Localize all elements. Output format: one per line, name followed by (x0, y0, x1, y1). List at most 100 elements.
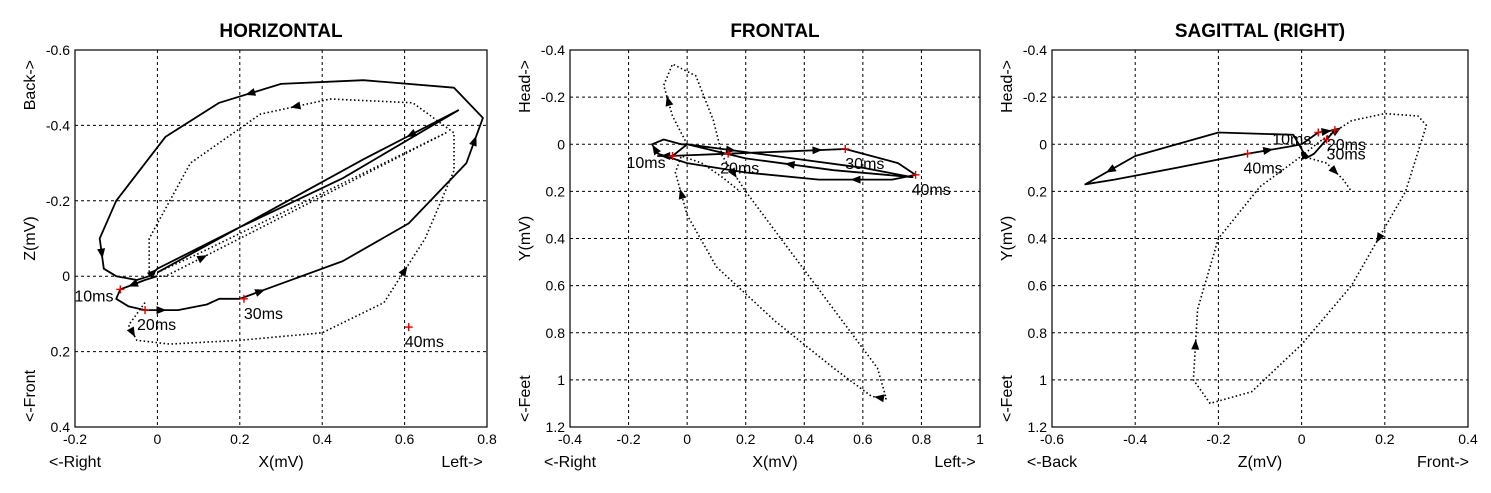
time-marker-label: 20ms (720, 161, 759, 178)
y-tick-label: 0.6 (546, 278, 566, 294)
chart-panel-2: -0.6 -0.4 -0.2 0 0.2 0.4 -0.4 -0.2 0 0.2 0.4 0.6 0.8… (999, 21, 1478, 471)
x-tick-label: 0 (1298, 431, 1306, 447)
x-tick-label: 1 (976, 431, 984, 447)
chart-panel-0: -0.2 0 0.2 0.4 0.6 0.8 -0.6 -0.4 -0.2 0 0.2 0.4 HORI… (22, 21, 497, 471)
time-marker-label: 40ms (405, 334, 444, 351)
y-tick-label: 0.8 (1028, 325, 1048, 341)
y-top-direction-label: Back-> (22, 60, 39, 110)
direction-arrowhead (126, 326, 136, 338)
direction-arrowhead (1376, 232, 1385, 243)
y-tick-label: 0.4 (1028, 231, 1048, 247)
direction-arrowhead (727, 167, 737, 178)
x-high-direction-label: Left-> (441, 454, 482, 471)
direction-arrowhead (678, 188, 687, 200)
series-line-1-dotted (127, 98, 455, 345)
y-tick-label: 0.4 (546, 231, 566, 247)
time-marker-label: 10ms (74, 288, 113, 305)
y-tick-label: 0.4 (51, 419, 71, 435)
direction-arrowhead (1301, 149, 1310, 160)
direction-arrowhead (812, 146, 823, 155)
time-marker-label: 30ms (1327, 147, 1366, 164)
plot-frame (569, 49, 981, 428)
series-line-1-dotted (1192, 112, 1428, 405)
x-tick-label: 0.2 (1375, 431, 1395, 447)
series-line-0-solid (651, 138, 917, 181)
x-tick-label: 0.8 (477, 431, 497, 447)
y-top-direction-label: Head-> (999, 60, 1016, 113)
x-axis-label: Z(mV) (1238, 454, 1282, 471)
x-tick-label: 0.4 (795, 431, 815, 447)
y-tick-label: -0.4 (541, 42, 565, 58)
plot-frame (74, 49, 488, 428)
x-tick-label: 0.6 (395, 431, 415, 447)
direction-arrowhead (652, 144, 661, 156)
y-tick-label: 0.8 (546, 325, 566, 341)
x-tick-label: 0 (154, 431, 162, 447)
direction-arrowhead (1191, 339, 1200, 350)
y-tick-label: 0.6 (1028, 278, 1048, 294)
y-tick-label: -0.2 (46, 193, 70, 209)
chart-title: FRONTAL (730, 21, 820, 42)
x-tick-label: -0.2 (1206, 431, 1230, 447)
time-marker-label: 30ms (845, 156, 884, 173)
y-tick-label: 0.2 (1028, 183, 1048, 199)
direction-arrowhead (97, 248, 106, 259)
y-axis-label: Y(mV) (999, 216, 1016, 261)
x-tick-label: -0.4 (1123, 431, 1147, 447)
direction-arrowhead (874, 394, 885, 403)
direction-arrowhead (254, 289, 266, 297)
y-axis-label: Z(mV) (22, 216, 39, 260)
time-marker-label: 40ms (912, 182, 951, 199)
plot-frame (1051, 49, 1469, 428)
direction-arrowhead (156, 306, 167, 315)
x-high-direction-label: Left-> (934, 454, 975, 471)
x-tick-label: 0 (683, 431, 691, 447)
y-tick-label: 1 (557, 372, 565, 388)
direction-arrowhead (784, 160, 796, 169)
time-marker-label: 10ms (1272, 131, 1311, 148)
y-tick-label: 1.2 (546, 419, 566, 435)
time-marker-label: 40ms (1244, 161, 1283, 178)
y-tick-label: 0.2 (546, 183, 566, 199)
chart-title: SAGITTAL (RIGHT) (1175, 21, 1345, 42)
x-axis-label: X(mV) (258, 454, 303, 471)
y-tick-label: 1 (1039, 372, 1047, 388)
x-tick-label: -0.6 (1040, 431, 1064, 447)
time-marker-label: 10ms (627, 155, 666, 172)
y-tick-label: -0.4 (1023, 42, 1047, 58)
x-tick-label: 0.6 (853, 431, 873, 447)
series-line-1-dotted (662, 63, 888, 400)
direction-arrowhead (850, 175, 861, 184)
direction-arrowhead (1105, 164, 1117, 173)
y-tick-label: -0.2 (541, 89, 565, 105)
direction-arrowhead (398, 266, 408, 277)
y-axis-label: Y(mV) (517, 216, 534, 261)
y-tick-label: 1.2 (1028, 419, 1048, 435)
direction-arrowhead (146, 269, 157, 279)
time-marker-label: 30ms (244, 306, 283, 323)
x-tick-label: 0.4 (1458, 431, 1478, 447)
direction-arrowhead (665, 95, 674, 107)
chart-title: HORIZONTAL (219, 21, 343, 42)
x-tick-label: 0.8 (912, 431, 932, 447)
x-tick-label: -0.2 (63, 431, 87, 447)
x-low-direction-label: <-Right (544, 454, 597, 471)
x-low-direction-label: <-Back (1027, 454, 1078, 471)
time-marker-label: 20ms (137, 317, 176, 334)
x-tick-label: 0.2 (736, 431, 756, 447)
chart-panel-1: -0.4 -0.2 0 0.2 0.4 0.6 0.8 1 -0.4 -0.2 0 0.2 0.4 0.6… (517, 21, 984, 471)
y-tick-label: 0.2 (51, 344, 71, 360)
y-bottom-direction-label: <-Feet (517, 375, 534, 422)
x-axis-label: X(mV) (752, 454, 797, 471)
y-tick-label: 0 (62, 268, 70, 284)
direction-arrowhead (1321, 128, 1332, 136)
x-tick-label: 0.4 (312, 431, 332, 447)
y-tick-label: 0 (557, 136, 565, 152)
y-tick-label: -0.2 (1023, 89, 1047, 105)
y-bottom-direction-label: <-Feet (999, 375, 1016, 422)
x-tick-label: -0.2 (617, 431, 641, 447)
direction-arrowhead (1262, 146, 1274, 155)
y-tick-label: -0.6 (46, 42, 70, 58)
x-tick-label: 0.2 (230, 431, 250, 447)
